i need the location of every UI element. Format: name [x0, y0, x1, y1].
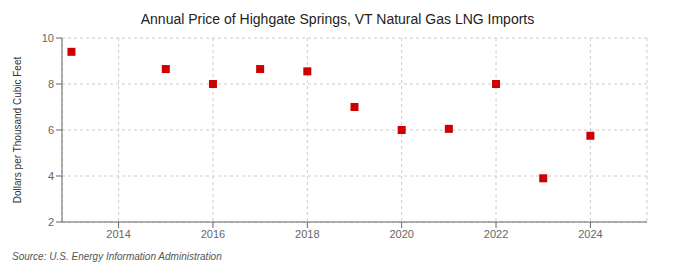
svg-text:10: 10 [42, 32, 54, 44]
svg-text:4: 4 [48, 170, 54, 182]
svg-text:2: 2 [48, 216, 54, 228]
svg-text:2018: 2018 [295, 228, 319, 240]
svg-text:2016: 2016 [201, 228, 225, 240]
svg-text:2024: 2024 [578, 228, 602, 240]
svg-text:Dollars per Thousand Cubic Fee: Dollars per Thousand Cubic Feet [12, 57, 23, 204]
html-text:Source: U.S. Energy Informatio: Source: U.S. Energy Information Administ… [12, 251, 222, 262]
svg-text:6: 6 [48, 124, 54, 136]
svg-text:2014: 2014 [106, 228, 130, 240]
svg-text:2022: 2022 [484, 228, 508, 240]
svg-text:8: 8 [48, 78, 54, 90]
html-text:Annual Price of Highgate Sprin: Annual Price of Highgate Springs, VT Nat… [140, 11, 535, 27]
svg-text:2020: 2020 [389, 228, 413, 240]
